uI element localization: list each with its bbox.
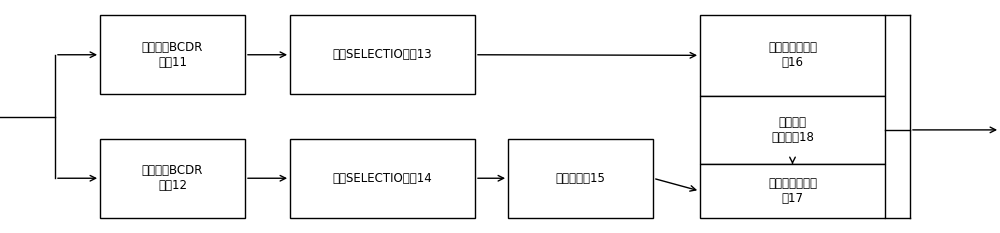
Text: 第二上行通路单
元17: 第二上行通路单 元17 xyxy=(768,177,817,205)
Bar xyxy=(508,139,653,218)
Text: 第一上行通路单
元16: 第一上行通路单 元16 xyxy=(768,41,817,69)
Bar xyxy=(100,139,245,218)
Text: 降采样单元15: 降采样单元15 xyxy=(556,172,605,185)
Text: 第一上行BCDR
单元11: 第一上行BCDR 单元11 xyxy=(142,41,203,69)
Bar xyxy=(700,164,885,218)
Bar xyxy=(700,96,885,164)
Text: 上行接收
控制单元18: 上行接收 控制单元18 xyxy=(771,116,814,144)
Bar xyxy=(290,15,475,94)
Text: 第一SELECTIO单元13: 第一SELECTIO单元13 xyxy=(333,48,432,61)
Bar xyxy=(290,139,475,218)
Text: 第二上行BCDR
单元12: 第二上行BCDR 单元12 xyxy=(142,164,203,192)
Bar xyxy=(100,15,245,94)
Text: 第二SELECTIO单元14: 第二SELECTIO单元14 xyxy=(333,172,432,185)
Bar xyxy=(700,15,885,96)
